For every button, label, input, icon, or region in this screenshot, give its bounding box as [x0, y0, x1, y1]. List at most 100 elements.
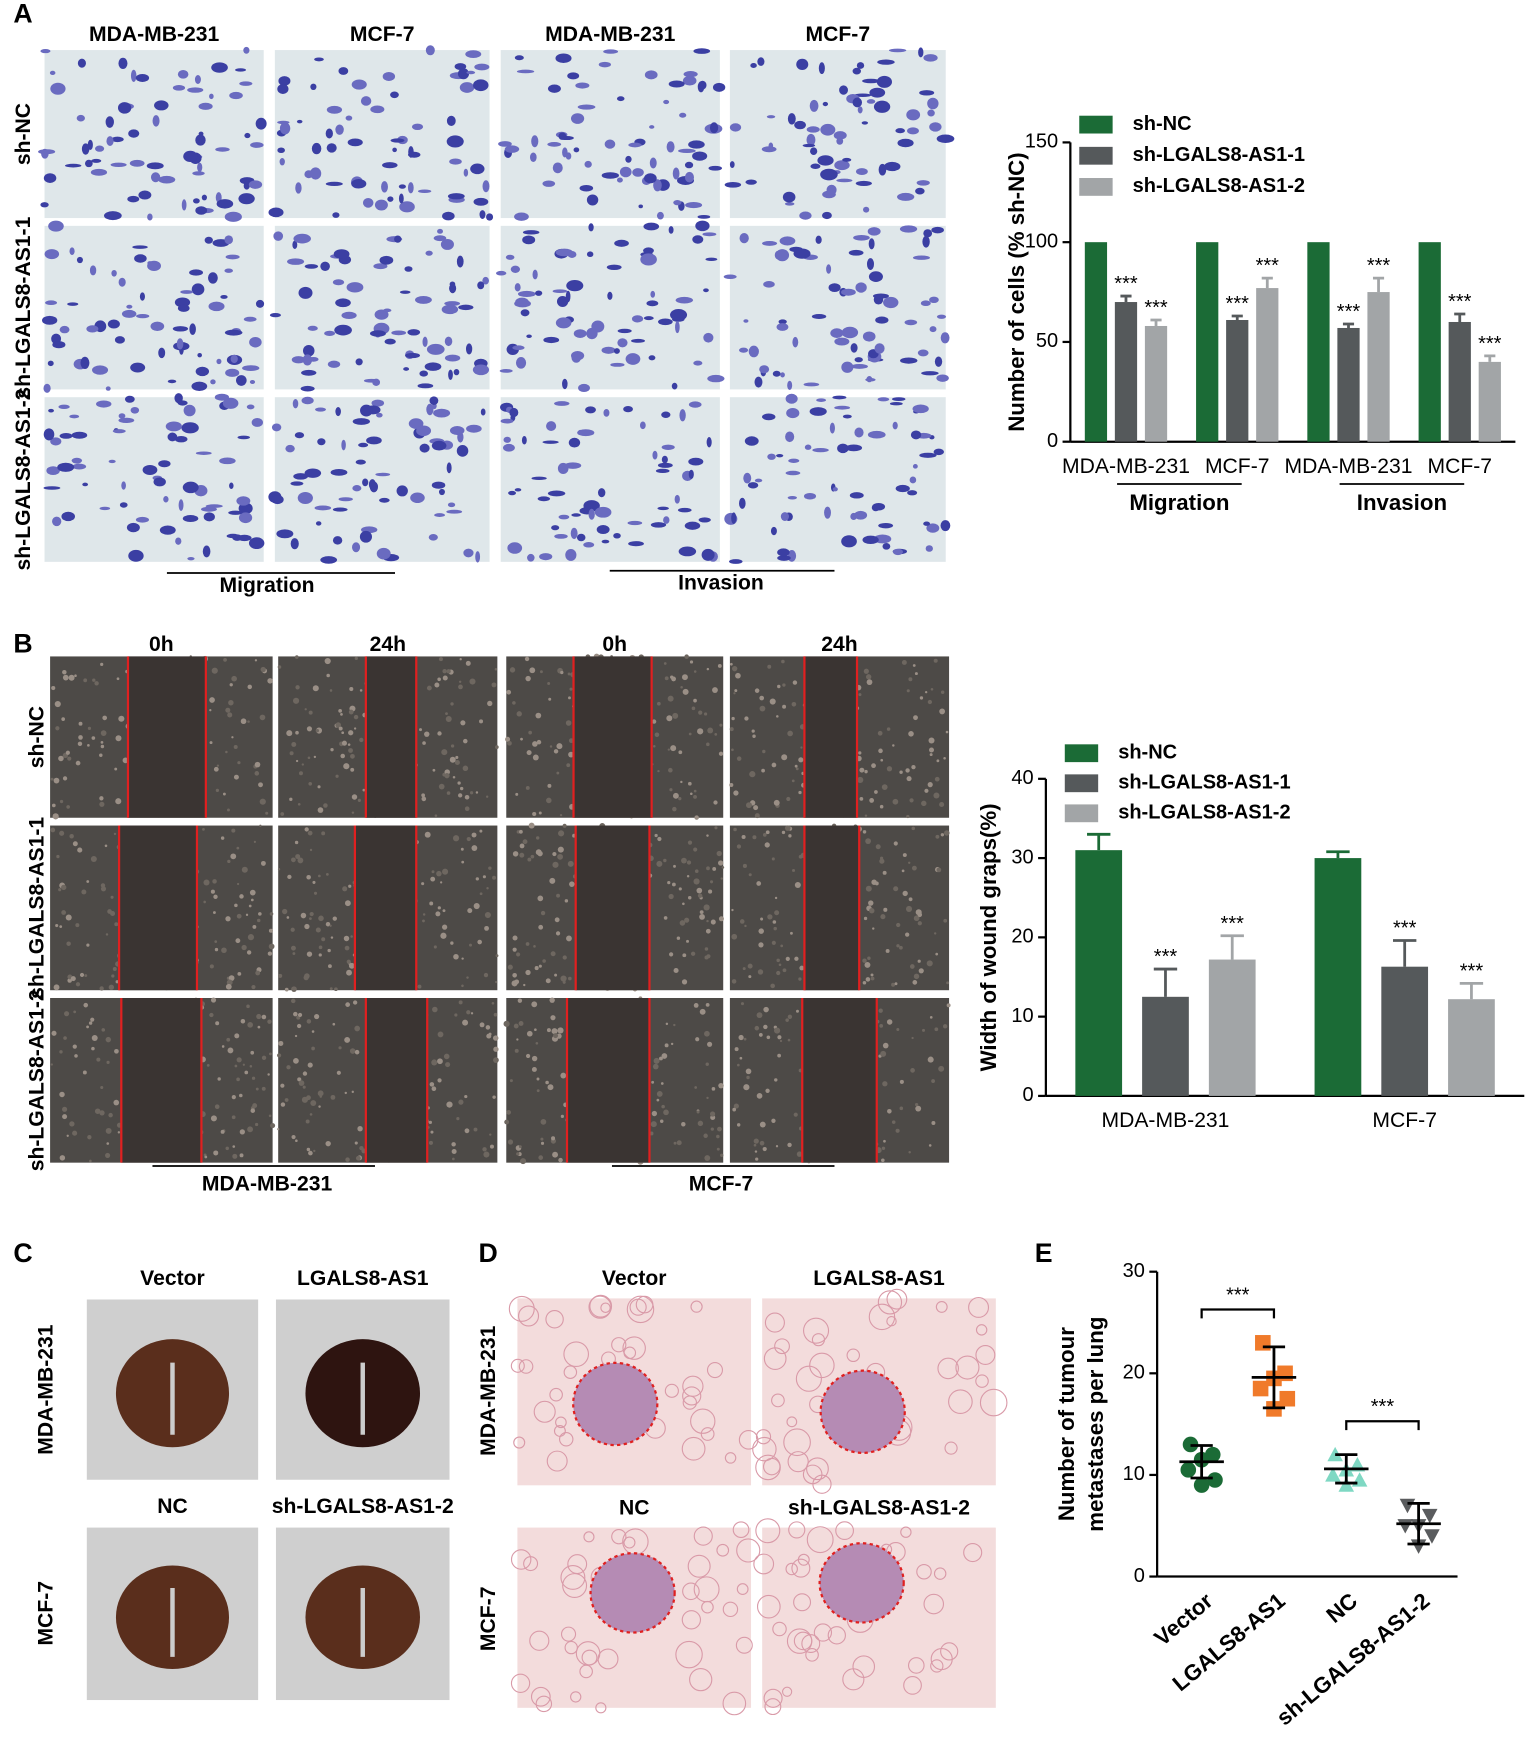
- error-bar: [1459, 981, 1484, 1000]
- cell: [42, 315, 58, 325]
- cell: [332, 916, 337, 921]
- cell: [291, 1134, 296, 1140]
- cell: [787, 730, 793, 737]
- alveolus: [736, 1583, 749, 1595]
- cell: [680, 780, 683, 784]
- cell: [927, 782, 933, 788]
- cell: [697, 893, 703, 898]
- cell: [354, 1025, 361, 1032]
- cell: [473, 79, 489, 92]
- bar: [1381, 966, 1429, 1096]
- alveolus: [611, 1337, 627, 1353]
- cell: [261, 1086, 266, 1091]
- cell: [702, 232, 717, 237]
- cell: [886, 1019, 893, 1025]
- cell: [67, 978, 72, 983]
- y-tick-label: 20: [1011, 926, 1033, 948]
- cell: [706, 1096, 709, 1100]
- cell: [632, 168, 644, 177]
- cell: [494, 980, 498, 984]
- cell: [442, 924, 448, 930]
- alveolus: [682, 1386, 702, 1406]
- cell: [897, 192, 915, 201]
- cell: [893, 841, 898, 846]
- cell: [818, 62, 825, 75]
- alveolus: [724, 1452, 737, 1464]
- cell: [255, 117, 267, 130]
- row-header: sh-LGALS8-AS1-1: [25, 817, 48, 999]
- cell: [422, 741, 426, 745]
- cell: [546, 421, 557, 431]
- cell: [940, 690, 945, 694]
- cell: [207, 272, 218, 284]
- cell: [771, 762, 777, 768]
- cell: [774, 1078, 778, 1082]
- cell: [251, 1076, 256, 1080]
- cell: [209, 1012, 214, 1018]
- cell: [426, 685, 432, 691]
- cell: [706, 954, 711, 959]
- cell: [516, 69, 535, 74]
- cell: [295, 730, 299, 735]
- alveolus: [805, 1648, 819, 1662]
- cell: [878, 1008, 883, 1013]
- cell: [891, 1120, 896, 1124]
- cell: [515, 792, 519, 796]
- alveolus: [675, 1640, 703, 1669]
- bar: [1478, 361, 1501, 442]
- cell: [433, 945, 437, 949]
- cell: [289, 751, 294, 756]
- column-header: NC: [619, 1496, 650, 1519]
- alveolus: [755, 1518, 781, 1544]
- cell: [762, 749, 766, 754]
- cell: [799, 211, 812, 220]
- cell: [459, 658, 462, 661]
- cell: [215, 1021, 220, 1026]
- cell: [506, 1110, 512, 1115]
- cell: [781, 830, 786, 835]
- bar: [1448, 999, 1495, 1096]
- cell: [617, 338, 628, 348]
- cell: [250, 142, 264, 148]
- cell: [795, 767, 799, 771]
- cell: [569, 881, 575, 887]
- cell: [306, 951, 313, 957]
- cell: [892, 744, 895, 747]
- row-header: sh-LGALS8-AS1-1: [12, 216, 35, 398]
- cell: [834, 337, 850, 346]
- cell: [456, 444, 469, 457]
- cell: [507, 964, 513, 970]
- alveolus: [583, 1531, 595, 1543]
- photo: [723, 225, 950, 391]
- cell: [643, 247, 654, 254]
- cell: [881, 1146, 886, 1150]
- cell: [562, 955, 567, 960]
- cell: [792, 336, 799, 348]
- cell: [421, 796, 427, 802]
- cell: [671, 882, 676, 887]
- cell: [924, 788, 929, 793]
- cell: [661, 411, 671, 418]
- cell: [57, 462, 75, 472]
- cell: [55, 726, 60, 731]
- cell: [883, 296, 899, 309]
- cell: [325, 128, 333, 139]
- cell: [643, 222, 660, 231]
- cell: [673, 200, 682, 206]
- data-point: [1424, 1529, 1440, 1544]
- cell: [514, 488, 522, 492]
- alveolus: [510, 1673, 531, 1693]
- alveolus: [791, 1558, 811, 1578]
- cell: [252, 924, 257, 929]
- cell: [712, 82, 726, 92]
- cell: [307, 830, 313, 836]
- cell: [841, 535, 857, 548]
- cell: [277, 147, 285, 154]
- cell: [706, 742, 710, 747]
- cell: [744, 436, 759, 446]
- photo-background: [500, 50, 720, 219]
- cell: [837, 443, 849, 454]
- alveolus: [877, 1290, 903, 1315]
- alveolus: [732, 1521, 750, 1539]
- cell: [201, 194, 207, 201]
